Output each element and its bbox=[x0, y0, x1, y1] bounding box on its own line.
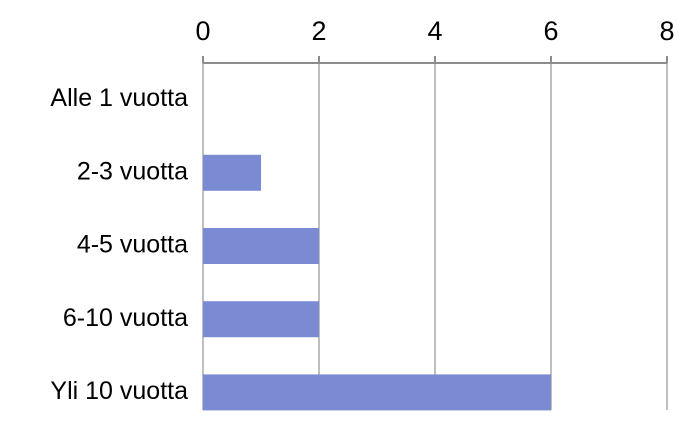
category-label: Alle 1 vuotta bbox=[50, 84, 188, 112]
bar bbox=[203, 228, 319, 264]
category-label: Yli 10 vuotta bbox=[50, 377, 188, 405]
gridlines bbox=[202, 63, 668, 410]
bar bbox=[203, 154, 261, 191]
bar bbox=[203, 301, 319, 338]
x-tick-label: 8 bbox=[659, 16, 674, 46]
x-tick-label: 0 bbox=[195, 16, 210, 46]
bar bbox=[203, 374, 551, 411]
category-label: 4-5 vuotta bbox=[77, 231, 188, 259]
x-tick-labels: 0 2 4 6 8 bbox=[195, 16, 674, 46]
x-axis bbox=[202, 56, 668, 64]
x-tick-label: 2 bbox=[311, 16, 326, 46]
bars bbox=[203, 154, 551, 411]
category-label: 2-3 vuotta bbox=[77, 157, 188, 185]
x-tick-label: 6 bbox=[543, 16, 558, 46]
category-labels: Alle 1 vuotta 2-3 vuotta 4-5 vuotta 6-10 vu… bbox=[50, 84, 188, 405]
category-label: 6-10 vuotta bbox=[63, 304, 188, 332]
x-tick-label: 4 bbox=[427, 16, 442, 46]
